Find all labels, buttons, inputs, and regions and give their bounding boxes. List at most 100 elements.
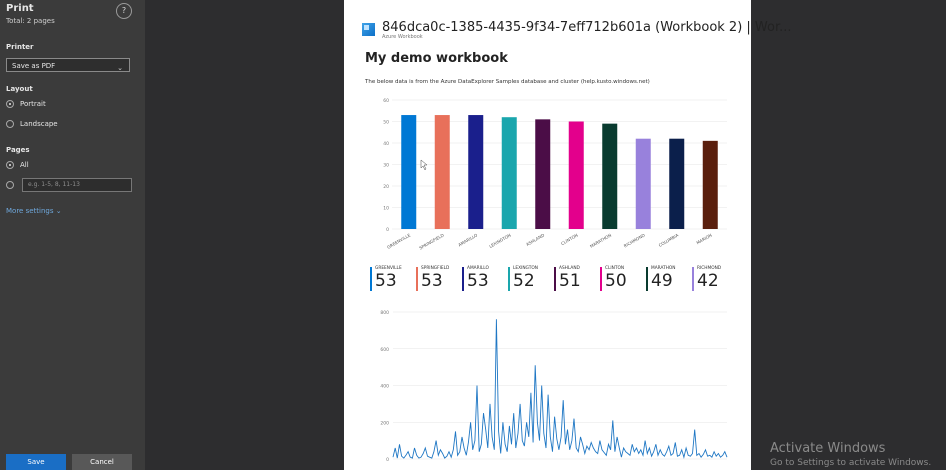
bar: [535, 119, 551, 229]
x-tick-label: LEXINGTON: [488, 233, 512, 249]
help-icon[interactable]: ?: [116, 3, 132, 19]
x-tick-label: RICHMOND: [623, 233, 646, 249]
tile-label: CLINTON: [605, 266, 625, 271]
more-settings-link[interactable]: More settings ⌄: [6, 207, 62, 215]
layout-portrait-option[interactable]: Portrait: [6, 100, 46, 108]
bar: [468, 115, 484, 229]
workbook-description: The below data is from the Azure DataExp…: [365, 79, 650, 85]
radio-selected-icon[interactable]: [6, 100, 14, 108]
activate-windows-subtitle: Go to Settings to activate Windows.: [770, 458, 932, 468]
tile-value: 42: [697, 271, 719, 291]
x-tick-label: CLINTON: [560, 233, 579, 247]
tile-accent: [646, 267, 648, 291]
mouse-cursor-icon: [420, 159, 428, 171]
print-page-count: Total: 2 pages: [6, 17, 55, 25]
bar: [635, 138, 651, 229]
tile-value: 53: [467, 271, 489, 291]
tile-label: AMARILLO: [467, 266, 489, 271]
tile-accent: [554, 267, 556, 291]
radio-icon[interactable]: [6, 120, 14, 128]
x-tick-label: AMARILLO: [457, 232, 479, 247]
tile: LEXINGTON 52: [508, 266, 552, 294]
save-button[interactable]: Save: [6, 454, 66, 470]
y-tick-label: 400: [380, 384, 389, 390]
pages-all-label: All: [20, 161, 29, 169]
bar: [501, 117, 517, 229]
y-tick-label: 0: [386, 227, 389, 233]
more-settings-label: More settings: [6, 207, 54, 215]
bar: [401, 115, 417, 229]
print-title: Print: [6, 3, 34, 14]
chevron-down-icon: ⌄: [117, 64, 123, 72]
tile-label: MARATHON: [651, 266, 676, 271]
tile-value: 52: [513, 271, 535, 291]
tile-accent: [600, 267, 602, 291]
pages-range-input[interactable]: e.g. 1-5, 8, 11-13: [22, 178, 132, 192]
workbook-title: My demo workbook: [365, 51, 508, 66]
x-tick-label: SPRINGFIELD: [418, 233, 444, 251]
pages-custom-option[interactable]: [6, 181, 20, 189]
print-settings-panel: Print Total: 2 pages ? Printer Save as P…: [0, 0, 145, 470]
azure-workbook-icon: [362, 23, 375, 36]
bar: [434, 115, 450, 229]
x-tick-label: GREENVILLE: [386, 232, 411, 250]
bar: [602, 123, 618, 229]
tile-label: LEXINGTON: [513, 266, 538, 271]
line-chart: 0 200 400 600 800: [380, 310, 728, 463]
cancel-button[interactable]: Cancel: [72, 454, 132, 470]
document-header-subtitle: Azure Workbook: [382, 34, 423, 40]
printer-select[interactable]: Save as PDF ⌄: [6, 58, 130, 72]
radio-icon[interactable]: [6, 181, 14, 189]
x-tick-label: MARION: [695, 233, 712, 246]
tile-value: 51: [559, 271, 581, 291]
tile-label: SPRINGFIELD: [421, 266, 450, 271]
y-tick-label: 30: [383, 163, 389, 169]
x-tick-label: MARATHON: [589, 233, 612, 249]
layout-landscape-label: Landscape: [20, 120, 58, 128]
tile: SPRINGFIELD 53: [416, 266, 460, 294]
pages-all-option[interactable]: All: [6, 161, 29, 169]
tile: CLINTON 50: [600, 266, 644, 294]
activate-windows-title: Activate Windows: [770, 441, 886, 456]
x-tick-label: ASHLAND: [525, 233, 545, 247]
tile-label: GREENVILLE: [375, 266, 402, 271]
print-preview-page: 846dca0c-1385-4435-9f34-7eff712b601a (Wo…: [344, 0, 792, 470]
y-tick-label: 60: [383, 98, 389, 104]
bar-chart: 0 10 20 30 40 50 60 GREENVILLE SPRINGFIELD AMARIL…: [383, 98, 727, 251]
y-tick-label: 200: [380, 420, 389, 426]
tile-accent: [416, 267, 418, 291]
printer-select-value: Save as PDF: [12, 62, 56, 70]
tile-accent: [462, 267, 464, 291]
tile-label: ASHLAND: [559, 266, 580, 271]
series-line: [392, 319, 728, 459]
layout-landscape-option[interactable]: Landscape: [6, 120, 58, 128]
tile: AMARILLO 53: [462, 266, 506, 294]
x-tick-label: COLUMBIA: [658, 232, 680, 247]
layout-label: Layout: [6, 85, 33, 93]
tile-accent: [508, 267, 510, 291]
tile-value: 53: [375, 271, 397, 291]
tile: MARATHON 49: [646, 266, 690, 294]
y-tick-label: 800: [380, 310, 389, 316]
bar: [702, 140, 718, 229]
tile-accent: [370, 267, 372, 291]
chevron-down-icon: ⌄: [55, 207, 62, 215]
tile-accent: [692, 267, 694, 291]
document-header-title: 846dca0c-1385-4435-9f34-7eff712b601a (Wo…: [382, 20, 792, 35]
y-tick-label: 20: [383, 184, 389, 190]
printer-label: Printer: [6, 43, 34, 51]
y-tick-label: 600: [380, 347, 389, 353]
tile: GREENVILLE 53: [370, 266, 414, 294]
y-tick-label: 50: [383, 120, 389, 126]
tiles-row: GREENVILLE 53 SPRINGFIELD 53 AMARILLO 53 LEXIN…: [370, 266, 750, 296]
bar: [669, 138, 685, 229]
y-tick-label: 40: [383, 141, 389, 147]
tile: RICHMOND 42: [692, 266, 736, 294]
tile-value: 49: [651, 271, 673, 291]
y-tick-label: 0: [386, 457, 389, 463]
tile: ASHLAND 51: [554, 266, 598, 294]
bar: [568, 121, 584, 229]
tile-label: RICHMOND: [697, 266, 722, 271]
radio-selected-icon[interactable]: [6, 161, 14, 169]
pages-label: Pages: [6, 146, 30, 154]
